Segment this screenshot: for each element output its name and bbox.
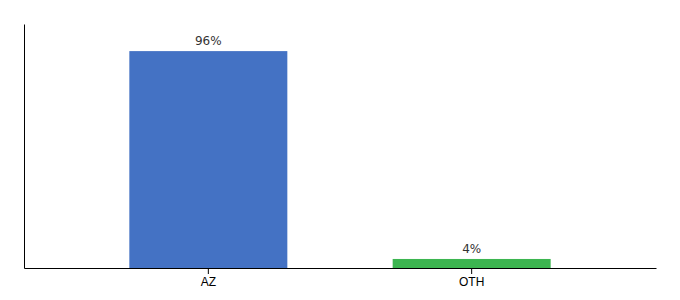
plot: AZ OTH 96% 4%: [25, 25, 657, 289]
bar: [129, 51, 287, 268]
data-labels: 96% 4%: [195, 34, 481, 256]
data-label: 4%: [462, 242, 481, 256]
chart: AZ OTH 96% 4%: [0, 0, 680, 300]
x-tick-label: OTH: [459, 275, 484, 289]
x-tick-mark: [208, 268, 209, 274]
y-axis-line: [24, 25, 25, 269]
bar: [393, 259, 551, 268]
bars: [129, 51, 550, 268]
x-tick-mark: [471, 268, 472, 274]
x-tick-label: AZ: [201, 275, 216, 289]
x-tick: AZ: [201, 268, 216, 289]
y-axis: [24, 25, 25, 269]
x-axis: AZ OTH: [25, 268, 657, 289]
data-label: 96%: [195, 34, 222, 48]
x-tick: OTH: [459, 268, 484, 289]
x-axis-line: [25, 268, 657, 269]
